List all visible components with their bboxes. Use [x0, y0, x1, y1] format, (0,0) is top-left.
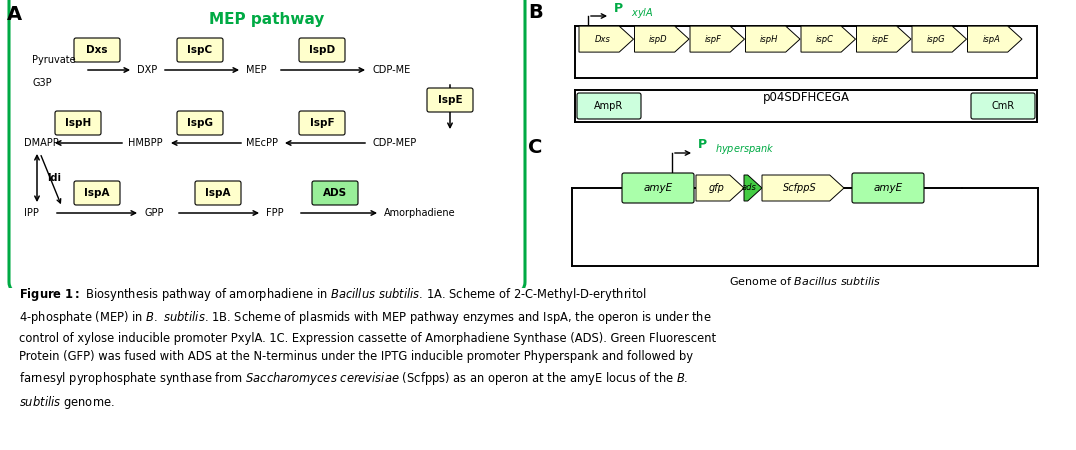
Polygon shape	[744, 175, 762, 201]
Text: $\it{hyperspank}$: $\it{hyperspank}$	[714, 142, 775, 156]
Text: ispF: ispF	[705, 35, 722, 44]
Text: ads: ads	[742, 184, 756, 193]
Text: ADS: ADS	[323, 188, 348, 198]
Text: ispA: ispA	[982, 35, 1000, 44]
Polygon shape	[696, 175, 744, 201]
Polygon shape	[746, 26, 799, 52]
FancyBboxPatch shape	[971, 93, 1035, 119]
Polygon shape	[762, 175, 844, 201]
Text: IspD: IspD	[309, 45, 335, 55]
Text: IspC: IspC	[187, 45, 213, 55]
FancyBboxPatch shape	[74, 38, 121, 62]
Text: IspE: IspE	[438, 95, 463, 105]
Text: ispE: ispE	[872, 35, 889, 44]
Polygon shape	[856, 26, 911, 52]
Text: IspG: IspG	[187, 118, 213, 128]
FancyBboxPatch shape	[852, 173, 924, 203]
FancyBboxPatch shape	[176, 38, 223, 62]
Text: IspH: IspH	[65, 118, 91, 128]
Text: HMBPP: HMBPP	[128, 138, 162, 148]
FancyBboxPatch shape	[312, 181, 358, 205]
Text: A: A	[8, 5, 23, 24]
Text: C: C	[528, 138, 542, 157]
Text: amyE: amyE	[643, 183, 672, 193]
Text: Genome of $\it{Bacillus}$ $\it{subtilis}$: Genome of $\it{Bacillus}$ $\it{subtilis}…	[728, 275, 881, 287]
Polygon shape	[912, 26, 966, 52]
FancyBboxPatch shape	[622, 173, 694, 203]
Text: DMAPP: DMAPP	[24, 138, 59, 148]
Text: IspA: IspA	[84, 188, 110, 198]
Text: MEP: MEP	[246, 65, 267, 75]
Text: $\mathbf{Figure\ 1:}$ Biosynthesis pathway of amorphadiene in $\it{Bacillus\ sub: $\mathbf{Figure\ 1:}$ Biosynthesis pathw…	[19, 286, 717, 410]
Text: GPP: GPP	[144, 208, 164, 218]
FancyBboxPatch shape	[176, 111, 223, 135]
Polygon shape	[635, 26, 689, 52]
Text: $\mathbf{P}$: $\mathbf{P}$	[613, 1, 624, 14]
Text: ispH: ispH	[760, 35, 778, 44]
Text: Dxs: Dxs	[86, 45, 108, 55]
Text: gfp: gfp	[708, 183, 724, 193]
Text: p04SDFHCEGA: p04SDFHCEGA	[763, 91, 849, 104]
Text: $\it{xylA}$: $\it{xylA}$	[631, 6, 653, 20]
FancyBboxPatch shape	[74, 181, 121, 205]
FancyBboxPatch shape	[55, 111, 101, 135]
Text: Amorphadiene: Amorphadiene	[384, 208, 455, 218]
Polygon shape	[690, 26, 745, 52]
FancyBboxPatch shape	[577, 93, 641, 119]
Text: IPP: IPP	[24, 208, 39, 218]
FancyBboxPatch shape	[9, 0, 525, 292]
Text: MEP pathway: MEP pathway	[210, 12, 325, 27]
Polygon shape	[801, 26, 855, 52]
Text: $\mathbf{P}$: $\mathbf{P}$	[697, 138, 708, 150]
Text: B: B	[528, 3, 542, 22]
Text: DXP: DXP	[137, 65, 157, 75]
Polygon shape	[579, 26, 634, 52]
Text: Idi: Idi	[47, 173, 61, 183]
Text: G3P: G3P	[32, 78, 52, 88]
FancyBboxPatch shape	[299, 111, 345, 135]
Text: CDP-ME: CDP-ME	[372, 65, 410, 75]
Polygon shape	[967, 26, 1022, 52]
FancyBboxPatch shape	[299, 38, 345, 62]
Text: IspA: IspA	[206, 188, 230, 198]
Text: Dxs: Dxs	[595, 35, 610, 44]
Text: FPP: FPP	[266, 208, 284, 218]
Text: IspF: IspF	[310, 118, 335, 128]
Text: ispG: ispG	[926, 35, 945, 44]
Text: CmR: CmR	[991, 101, 1015, 111]
Text: ispD: ispD	[649, 35, 667, 44]
Text: Pyruvate: Pyruvate	[32, 55, 75, 65]
Text: AmpR: AmpR	[594, 101, 624, 111]
Text: ScfppS: ScfppS	[782, 183, 817, 193]
Text: CDP-MEP: CDP-MEP	[372, 138, 416, 148]
Text: amyE: amyE	[874, 183, 903, 193]
Text: ispC: ispC	[816, 35, 834, 44]
Text: MEcPP: MEcPP	[246, 138, 278, 148]
FancyBboxPatch shape	[195, 181, 241, 205]
FancyBboxPatch shape	[427, 88, 473, 112]
